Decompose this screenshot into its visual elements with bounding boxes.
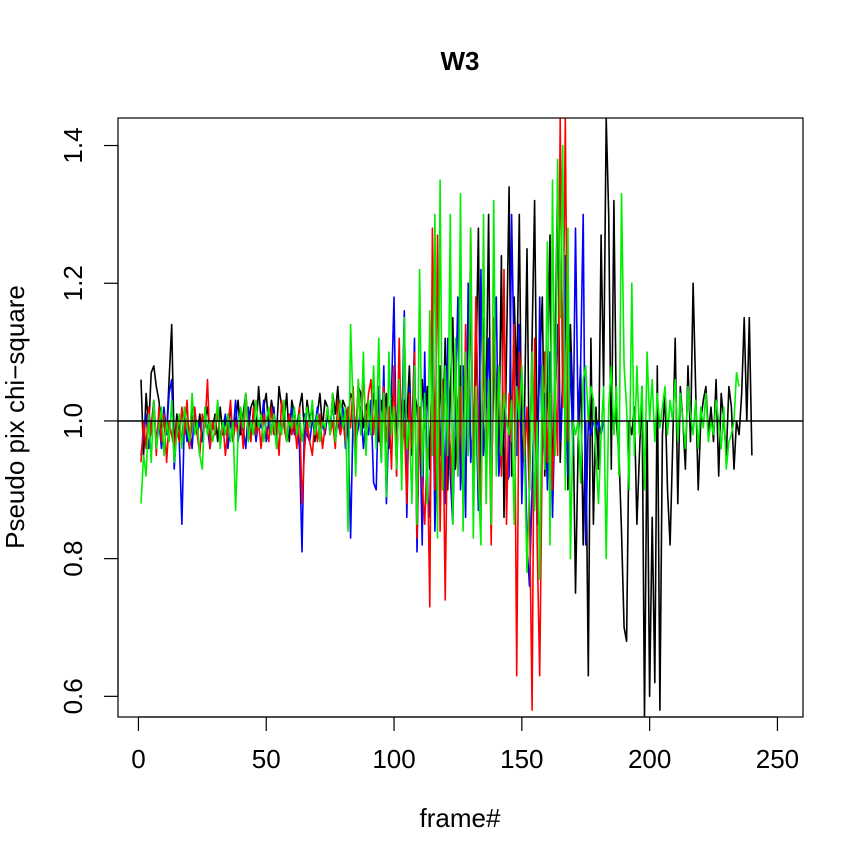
x-tick-label: 100: [372, 744, 415, 774]
x-tick-label: 150: [500, 744, 543, 774]
x-tick-label: 0: [131, 744, 145, 774]
y-tick-label: 0.8: [58, 541, 88, 577]
chart-title: W3: [441, 46, 480, 76]
x-tick-label: 250: [756, 744, 799, 774]
y-axis: 0.6 0.8 1.0 1.2 1.4: [58, 127, 119, 714]
x-tick-label: 50: [252, 744, 281, 774]
y-tick-label: 1.4: [58, 127, 88, 163]
y-tick-label: 1.2: [58, 265, 88, 301]
series-line-4: [140, 144, 740, 581]
y-tick-label: 0.6: [58, 678, 88, 714]
x-tick-label: 200: [628, 744, 671, 774]
series-layer: [140, 118, 753, 717]
x-axis-label: frame#: [420, 803, 501, 833]
x-axis: 0 50 100 150 200 250: [131, 716, 799, 774]
y-axis-label: Pseudo pix chi−square: [0, 285, 30, 549]
y-tick-label: 1.0: [58, 403, 88, 439]
